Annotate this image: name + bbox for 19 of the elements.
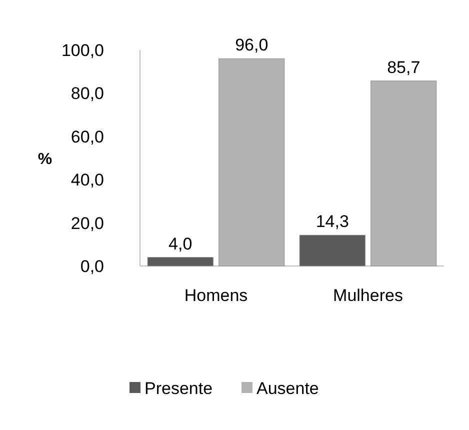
bar <box>147 257 214 266</box>
y-axis-title: % <box>38 151 52 168</box>
y-tick-label: 0,0 <box>80 256 104 276</box>
y-tick-label: 20,0 <box>70 214 104 233</box>
y-tick-label: 100,0 <box>61 40 104 60</box>
data-label: 14,3 <box>316 212 349 232</box>
x-tick-label: Homens <box>184 286 248 305</box>
legend-label: Presente <box>144 378 213 398</box>
y-tick-label: 60,0 <box>70 127 104 146</box>
data-label: 85,7 <box>387 58 420 77</box>
y-tick-label: 80,0 <box>70 84 104 104</box>
data-label: 4,0 <box>168 234 192 254</box>
legend-label: Ausente <box>256 378 319 398</box>
bar <box>299 234 366 266</box>
bar <box>218 58 285 266</box>
x-tick-label: Mulheres <box>333 286 403 305</box>
data-label: 96,0 <box>235 36 268 55</box>
bar <box>370 80 437 266</box>
y-tick-label: 40,0 <box>70 170 104 190</box>
